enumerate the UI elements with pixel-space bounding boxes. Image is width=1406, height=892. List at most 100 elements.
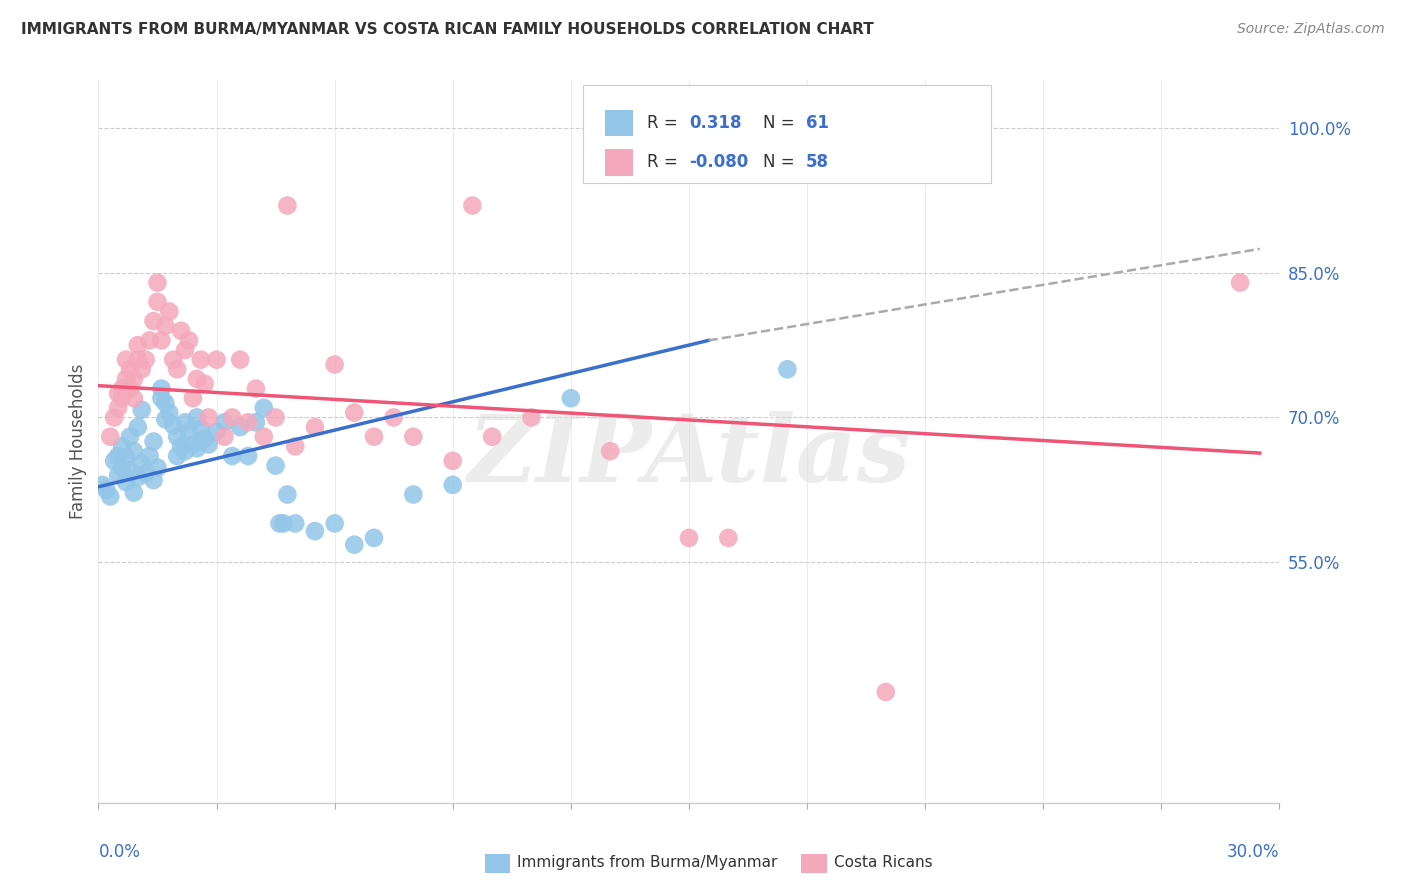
Point	[221, 410, 243, 425]
Text: 58: 58	[806, 153, 828, 171]
Point	[186, 442, 208, 456]
Point	[122, 444, 145, 458]
Point	[138, 449, 160, 463]
Point	[276, 198, 298, 212]
Point	[245, 415, 267, 429]
Point	[111, 460, 134, 475]
Text: R =: R =	[647, 153, 683, 171]
Point	[284, 516, 307, 531]
Point	[253, 401, 276, 415]
Text: 30.0%: 30.0%	[1227, 843, 1279, 861]
Point	[115, 352, 138, 367]
Point	[127, 352, 149, 367]
Point	[875, 685, 897, 699]
Point	[221, 449, 243, 463]
Point	[96, 483, 118, 497]
Text: Source: ZipAtlas.com: Source: ZipAtlas.com	[1237, 22, 1385, 37]
Text: IMMIGRANTS FROM BURMA/MYANMAR VS COSTA RICAN FAMILY HOUSEHOLDS CORRELATION CHART: IMMIGRANTS FROM BURMA/MYANMAR VS COSTA R…	[21, 22, 875, 37]
Text: N =: N =	[763, 153, 800, 171]
Point	[131, 402, 153, 417]
Point	[194, 432, 217, 446]
Point	[138, 334, 160, 348]
Point	[174, 444, 197, 458]
Text: R =: R =	[647, 114, 683, 132]
Text: Costa Ricans: Costa Ricans	[834, 855, 932, 870]
Point	[186, 372, 208, 386]
Point	[520, 410, 543, 425]
Point	[131, 362, 153, 376]
Point	[107, 401, 129, 415]
Text: 0.318: 0.318	[689, 114, 741, 132]
Point	[402, 430, 425, 444]
Point	[135, 352, 157, 367]
Point	[91, 478, 114, 492]
Point	[197, 437, 219, 451]
Point	[363, 531, 385, 545]
Point	[323, 358, 346, 372]
Point	[118, 430, 141, 444]
Point	[1229, 276, 1251, 290]
Point	[273, 516, 295, 531]
Point	[776, 362, 799, 376]
Point	[363, 430, 385, 444]
Point	[717, 531, 740, 545]
Point	[441, 454, 464, 468]
Text: 61: 61	[806, 114, 828, 132]
Point	[229, 420, 252, 434]
Point	[599, 444, 621, 458]
Point	[284, 439, 307, 453]
Point	[205, 352, 228, 367]
Point	[236, 449, 259, 463]
Point	[205, 425, 228, 439]
Point	[103, 410, 125, 425]
Point	[111, 391, 134, 405]
Point	[343, 538, 366, 552]
Point	[131, 457, 153, 471]
Point	[150, 391, 173, 405]
Point	[142, 473, 165, 487]
Point	[127, 338, 149, 352]
Text: Immigrants from Burma/Myanmar: Immigrants from Burma/Myanmar	[517, 855, 778, 870]
Point	[118, 463, 141, 477]
Point	[461, 198, 484, 212]
Point	[229, 352, 252, 367]
Point	[150, 334, 173, 348]
Point	[122, 372, 145, 386]
Point	[174, 343, 197, 357]
Point	[186, 410, 208, 425]
Point	[111, 382, 134, 396]
Point	[214, 430, 236, 444]
Point	[194, 376, 217, 391]
Point	[245, 382, 267, 396]
Point	[122, 485, 145, 500]
Point	[146, 276, 169, 290]
Point	[323, 516, 346, 531]
Point	[107, 468, 129, 483]
Point	[142, 434, 165, 449]
Point	[118, 362, 141, 376]
Point	[304, 420, 326, 434]
Point	[181, 437, 204, 451]
Point	[155, 396, 177, 410]
Point	[157, 406, 180, 420]
Point	[264, 458, 287, 473]
Point	[111, 439, 134, 453]
Point	[170, 324, 193, 338]
Point	[122, 391, 145, 405]
Point	[155, 318, 177, 333]
Text: -0.080: -0.080	[689, 153, 748, 171]
Point	[343, 406, 366, 420]
Point	[481, 430, 503, 444]
Point	[166, 449, 188, 463]
Point	[107, 386, 129, 401]
Point	[155, 412, 177, 426]
Point	[236, 415, 259, 429]
Point	[197, 410, 219, 425]
Point	[269, 516, 291, 531]
Point	[115, 372, 138, 386]
Point	[127, 470, 149, 484]
Point	[107, 449, 129, 463]
Point	[560, 391, 582, 405]
Point	[402, 487, 425, 501]
Point	[304, 524, 326, 538]
